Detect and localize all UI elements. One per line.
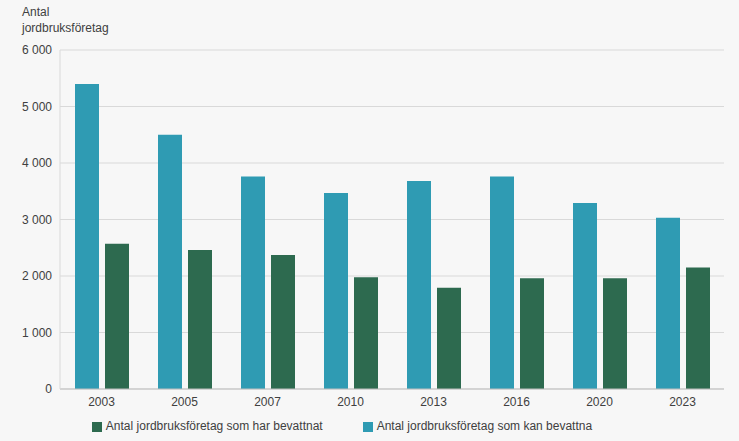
svg-text:2010: 2010	[337, 395, 364, 409]
svg-text:2013: 2013	[420, 395, 447, 409]
html-text:Antal jordbruksföretag som har: Antal jordbruksföretag som har bevattnat	[105, 419, 323, 433]
html-text:Antal: Antal	[22, 5, 50, 19]
svg-text:2016: 2016	[503, 395, 530, 409]
svg-text:6 000: 6 000	[22, 43, 52, 57]
svg-text:3 000: 3 000	[22, 213, 52, 227]
svg-text:5 000: 5 000	[22, 100, 52, 114]
html-text:Antal jordbruksföretag som kan: Antal jordbruksföretag som kan bevattna	[376, 419, 593, 433]
svg-text:0: 0	[45, 382, 52, 396]
html-text:jordbruksföretag: jordbruksföretag	[22, 21, 109, 35]
svg-text:2005: 2005	[171, 395, 198, 409]
svg-text:2007: 2007	[254, 395, 281, 409]
svg-text:4 000: 4 000	[22, 156, 52, 170]
svg-text:2020: 2020	[586, 395, 613, 409]
svg-text:2003: 2003	[88, 395, 115, 409]
svg-text:1 000: 1 000	[22, 326, 52, 340]
svg-text:2023: 2023	[669, 395, 696, 409]
svg-text:2 000: 2 000	[22, 269, 52, 283]
